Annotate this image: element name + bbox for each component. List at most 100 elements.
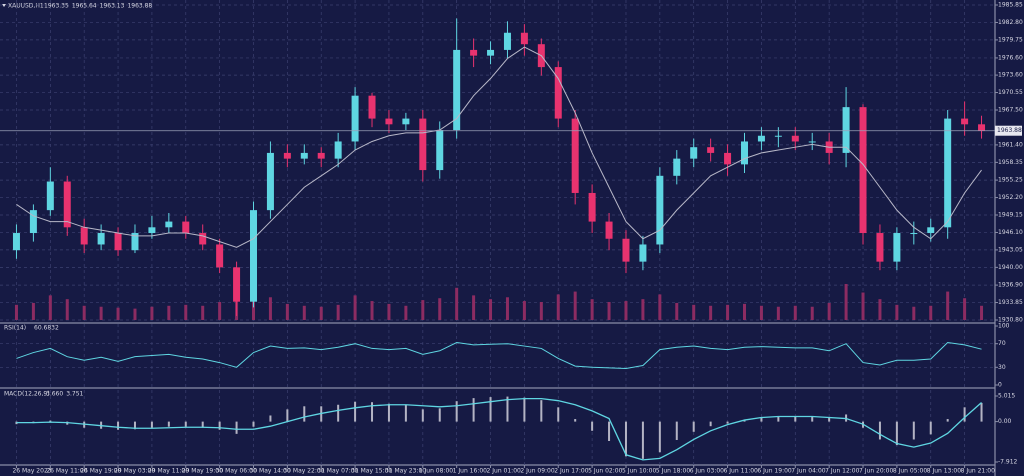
candle-body — [182, 221, 190, 234]
y-tick-label: 100 — [998, 323, 1010, 330]
candle-body — [419, 118, 427, 171]
macd-bar — [591, 421, 594, 431]
y-tick-label: 1940.00 — [998, 264, 1023, 271]
macd-bar — [811, 416, 814, 422]
volume-bar — [218, 302, 222, 320]
volume-bar — [590, 299, 594, 320]
y-tick-label: 1970.55 — [998, 89, 1023, 96]
macd-bar — [438, 408, 441, 422]
x-tick-label: 7 Jun 20:00 — [859, 468, 893, 475]
candle-body — [605, 221, 613, 239]
candle-body — [453, 49, 461, 131]
macd-bar — [608, 421, 611, 442]
macd-bar — [303, 406, 306, 422]
candle-body — [148, 227, 156, 234]
volume-bar — [133, 308, 137, 320]
volume-bar — [641, 299, 645, 320]
y-tick-label: 1955.25 — [998, 177, 1023, 184]
y-tick-label: 1961.40 — [998, 141, 1023, 148]
x-tick-label: 5 Jun 10:00 — [622, 468, 656, 475]
price-header: XAUUSD,H1 — [2, 3, 44, 10]
candle-body — [808, 141, 816, 143]
candle-body — [165, 221, 173, 228]
macd-bar — [760, 417, 763, 422]
volume-bar — [404, 305, 408, 320]
macd-bar — [980, 402, 983, 422]
y-tick-label: 0.00 — [998, 418, 1012, 425]
candle-body — [656, 175, 664, 245]
candle-body — [571, 118, 579, 193]
x-tick-label: 8 Jun 13:00 — [927, 468, 961, 475]
volume-bar — [793, 305, 797, 320]
candle-body — [317, 152, 325, 159]
x-tick-label: 29 May 03:00 — [114, 468, 155, 475]
volume-bar — [489, 299, 493, 320]
candle-body — [588, 192, 596, 222]
volume-bar — [472, 295, 476, 320]
volume-bar — [726, 304, 730, 320]
x-tick-label: 31 May 07:00 — [317, 468, 358, 475]
macd-bar — [286, 409, 289, 422]
candle-body — [757, 135, 765, 142]
volume-bar — [353, 295, 357, 320]
volume-bar — [573, 291, 577, 320]
y-tick-label: 1973.60 — [998, 72, 1023, 79]
volume-bar — [692, 304, 696, 320]
volume-bar — [844, 284, 848, 320]
volume-bar — [980, 305, 984, 320]
x-tick-label: 26 May 11:00 — [46, 468, 87, 475]
x-tick-label: 29 May 19:00 — [182, 468, 223, 475]
x-tick-label: 8 Jun 21:00 — [961, 468, 995, 475]
macd-bar — [489, 397, 492, 422]
last-price-label: 1963.88 — [997, 127, 1022, 134]
macd-bar — [641, 421, 644, 459]
y-tick-label: 0 — [998, 382, 1002, 389]
x-tick-label: 2 Jun 01:00 — [487, 468, 521, 475]
volume-bar — [946, 291, 950, 320]
volume-bar — [455, 287, 459, 320]
candle-body — [351, 95, 359, 142]
volume-bar — [82, 305, 86, 320]
candle-body — [131, 233, 139, 251]
volume-bar — [522, 301, 526, 320]
volume-bar — [878, 299, 882, 320]
y-tick-label: 1958.35 — [998, 159, 1023, 166]
x-tick-label: 31 May 23:00 — [385, 468, 426, 475]
x-tick-label: 6 Jun 11:00 — [724, 468, 758, 475]
macd-bar — [506, 396, 509, 422]
macd-bar — [133, 421, 136, 430]
macd-bar — [912, 421, 915, 440]
volume-bar — [895, 304, 899, 320]
volume-bar — [421, 300, 425, 320]
x-tick-label: 6 Jun 03:00 — [690, 468, 724, 475]
x-tick-label: 30 May 06:00 — [216, 468, 257, 475]
y-tick-label: 1976.60 — [998, 54, 1023, 61]
y-tick-label: 1943.05 — [998, 246, 1023, 253]
candle-body — [927, 227, 935, 234]
macd-bar — [557, 407, 560, 422]
candle-body — [97, 233, 105, 245]
title-value: 1963.88 — [127, 3, 152, 10]
volume-bar — [505, 297, 509, 320]
macd-title: MACD(12,26,9) — [4, 391, 50, 398]
candle-body — [402, 118, 410, 125]
title-value: 1965.64 — [72, 3, 97, 10]
candle-body — [554, 67, 562, 119]
signal-line — [16, 397, 982, 461]
y-tick-label: 5.015 — [998, 393, 1015, 400]
volume-bar — [116, 307, 120, 320]
x-tick-label: 26 May 2023 — [12, 468, 51, 475]
macd-bar — [337, 404, 340, 422]
candle-body — [199, 233, 207, 245]
candle-body — [774, 135, 782, 137]
macd-bar — [777, 416, 780, 422]
x-tick-label: 1 Jun 08:00 — [419, 468, 453, 475]
x-tick-label: 26 May 19:00 — [80, 468, 121, 475]
x-tick-label: 6 Jun 19:00 — [757, 468, 791, 475]
y-tick-label: 70 — [998, 340, 1006, 347]
candle-body — [250, 210, 257, 302]
volume-bar — [268, 297, 272, 320]
title-value: 1963.35 — [44, 3, 69, 10]
candle-body — [978, 124, 986, 131]
candle-body — [673, 158, 681, 176]
